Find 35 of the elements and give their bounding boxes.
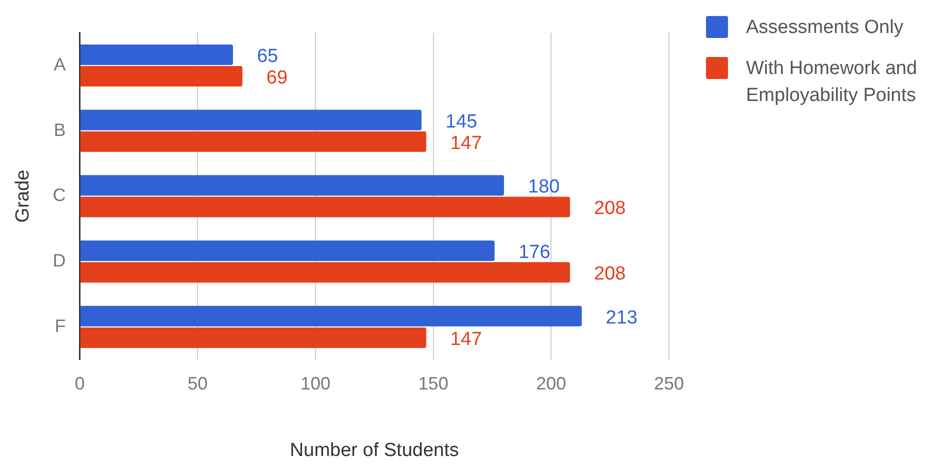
legend-label: Assessments Only <box>746 16 904 40</box>
x-axis-title: Number of Students <box>290 440 459 461</box>
bar <box>80 175 504 196</box>
bar <box>80 131 426 152</box>
data-label: 147 <box>450 132 482 154</box>
data-label: 69 <box>266 68 288 88</box>
x-tick-label: 150 <box>418 373 448 394</box>
data-label: 65 <box>256 46 278 67</box>
data-label: 213 <box>606 307 638 328</box>
y-tick-label: B <box>54 120 66 140</box>
bar <box>80 327 426 348</box>
bar <box>80 110 422 130</box>
bar <box>80 196 570 218</box>
x-tick-label: 0 <box>74 373 85 394</box>
bar <box>80 44 233 65</box>
y-tick-label: A <box>54 54 66 74</box>
y-axis-title: Grade <box>12 170 34 223</box>
bar <box>80 240 495 262</box>
data-label: 176 <box>518 242 550 264</box>
data-label: 147 <box>450 328 482 350</box>
x-tick-label: 50 <box>188 373 208 394</box>
data-label: 180 <box>528 176 560 198</box>
x-tick-label: 250 <box>654 373 684 394</box>
data-label: 208 <box>594 264 626 285</box>
x-tick-label: 100 <box>300 373 330 394</box>
bar <box>80 262 570 283</box>
y-tick-label: C <box>52 185 66 206</box>
data-label: 208 <box>594 198 626 220</box>
legend-label: With Homework and Employability Points <box>746 57 918 108</box>
y-tick-label: F <box>54 316 66 336</box>
bar <box>80 66 242 87</box>
y-tick-label: D <box>52 250 66 271</box>
bar <box>80 306 582 326</box>
data-label: 145 <box>446 111 478 132</box>
x-tick-label: 200 <box>536 373 566 394</box>
